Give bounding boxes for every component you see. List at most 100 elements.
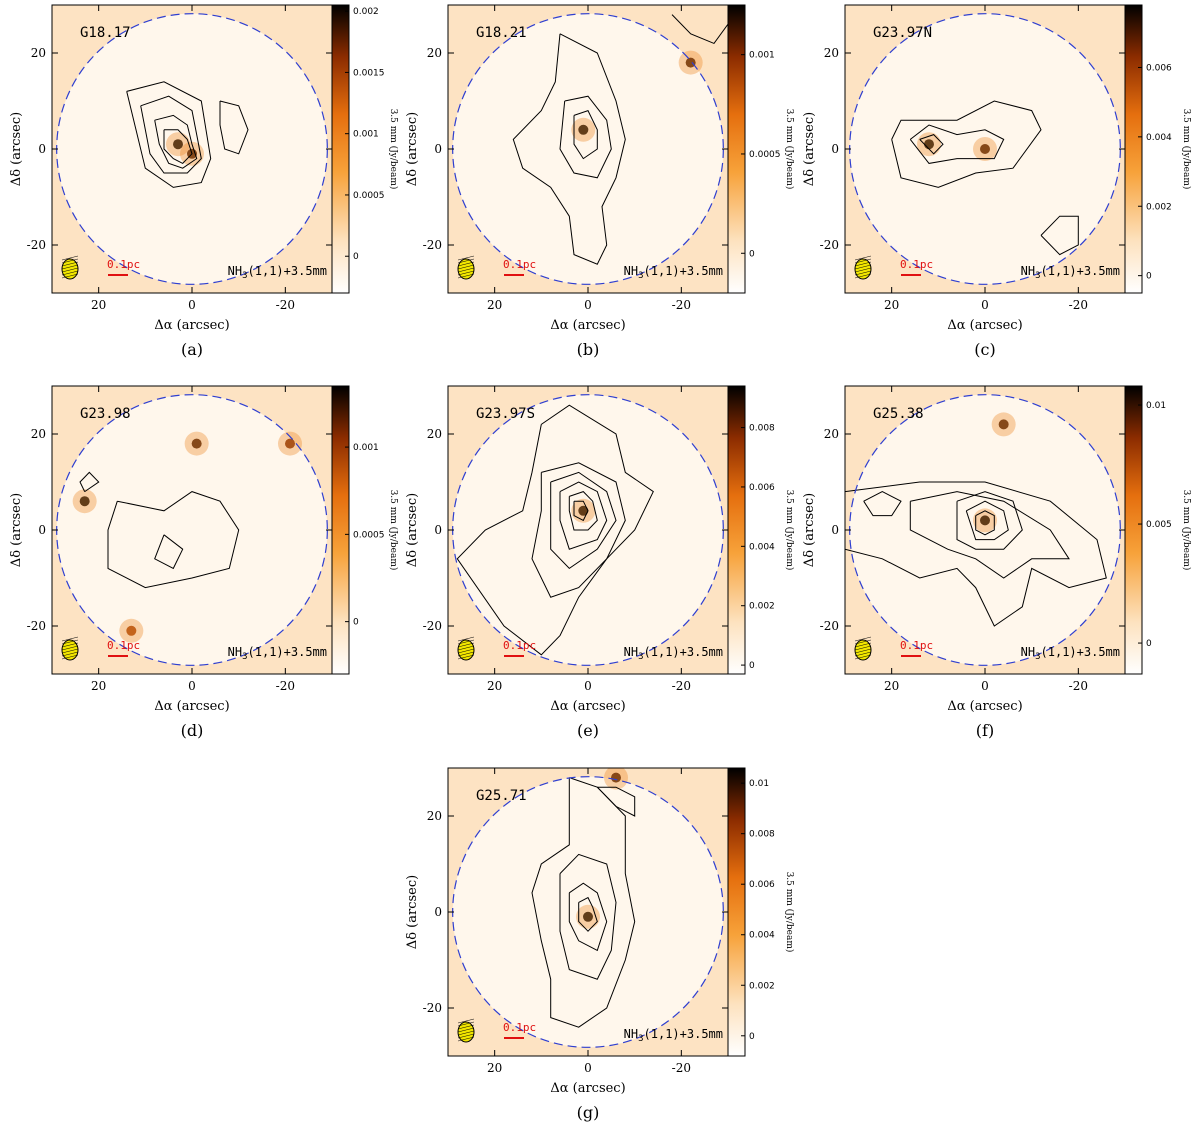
panel-6: 20 0 -20 20 0 -20 Δα (arcsec) Δδ (arcsec) G25.38…	[802, 385, 1192, 740]
emission-halo	[571, 117, 596, 142]
emission-peak	[79, 496, 90, 507]
colorbar-tick-label: 0.002	[749, 981, 775, 991]
panel-id: (d)	[181, 721, 204, 740]
y-tick-label: 20	[824, 427, 839, 441]
overlay-label: NH3(1,1)+3.5mm	[228, 264, 327, 281]
x-tick-label: 20	[487, 679, 502, 693]
beam-hatch	[854, 654, 872, 660]
nh3-contour	[126, 81, 212, 188]
y-tick-label: 20	[824, 46, 839, 60]
nh3-contour	[578, 896, 598, 932]
beam-hatch	[61, 645, 79, 651]
emission-halo	[973, 508, 997, 533]
nh3-contour	[559, 481, 608, 550]
nh3-contour	[573, 500, 589, 522]
scalebar-label: 0.1pc	[900, 639, 933, 652]
colorbar-tick-label: 0.008	[749, 424, 775, 434]
beam-hatch	[61, 258, 79, 264]
x-tick-label: 20	[487, 298, 502, 312]
colorbar	[727, 4, 746, 294]
colorbar-label: 3.5 mm (Jy/beam)	[388, 490, 399, 571]
source-name: G18.21	[476, 25, 527, 41]
emission-peak	[685, 57, 696, 68]
beam-hatch	[457, 1027, 475, 1033]
panel-1: 20 0 -20 20 0 -20 Δα (arcsec) Δδ (arcsec) G18.17…	[9, 4, 399, 359]
nh3-contour	[956, 491, 1023, 550]
beam-hatch	[854, 639, 872, 645]
beam-hatch	[61, 642, 79, 648]
scalebar-label: 0.1pc	[900, 258, 933, 271]
nh3-contour	[909, 491, 1070, 579]
x-tick-label: 20	[91, 298, 106, 312]
x-tick-label: -20	[1069, 679, 1088, 693]
x-axis-label: Δα (arcsec)	[550, 1081, 625, 1096]
nh3-contour	[154, 534, 184, 570]
scalebar-label: 0.1pc	[107, 639, 140, 652]
y-axis-label: Δδ (arcsec)	[405, 112, 420, 186]
x-axis-label: Δα (arcsec)	[947, 699, 1022, 714]
colorbar-tick-label: 0.002	[749, 602, 775, 612]
beam-hatch	[457, 258, 475, 264]
beam-hatch	[457, 264, 475, 270]
emission-peak	[980, 515, 990, 526]
y-tick-label: -20	[27, 238, 46, 252]
emission-peak	[583, 911, 593, 922]
colorbar-tick-label: 0	[749, 1032, 755, 1042]
colorbar-tick-label: 0.004	[1146, 133, 1172, 143]
y-tick-label: -20	[27, 619, 46, 633]
emission-halo	[576, 904, 600, 929]
beam-hatch	[61, 648, 79, 654]
nh3-contour	[559, 95, 612, 179]
beam-hatch	[854, 261, 872, 267]
nh3-contour	[163, 129, 193, 165]
y-tick-label: 0	[38, 523, 46, 537]
x-tick-label: 0	[584, 679, 592, 693]
y-axis-label: Δδ (arcsec)	[802, 493, 817, 567]
overlay-label: NH3(1,1)+3.5mm	[624, 645, 723, 662]
colorbar-label: 3.5 mm (Jy/beam)	[388, 109, 399, 190]
colorbar-tick-label: 0	[1146, 639, 1152, 649]
overlay-label: NH3(1,1)+3.5mm	[1021, 264, 1120, 281]
y-tick-label: 20	[31, 46, 46, 60]
panel-id: (g)	[577, 1103, 600, 1122]
scalebar-label: 0.1pc	[107, 258, 140, 271]
x-tick-label: 0	[188, 298, 196, 312]
colorbar-tick-label: 0	[353, 252, 359, 262]
beam-hatch	[457, 270, 475, 276]
colorbar-tick-label: 0.0005	[353, 191, 385, 201]
nh3-contour	[154, 114, 198, 169]
map-inner	[452, 13, 728, 285]
x-axis-label: Δα (arcsec)	[154, 318, 229, 333]
x-axis-label: Δα (arcsec)	[154, 699, 229, 714]
overlay-label: NH3(1,1)+3.5mm	[624, 1027, 723, 1044]
beam-hatch	[61, 270, 79, 276]
y-tick-label: 20	[427, 809, 442, 823]
panel-5: 20 0 -20 20 0 -20 Δα (arcsec) Δδ (arcsec) G23.97…	[405, 385, 795, 740]
nh3-contour	[573, 109, 598, 160]
beam-hatch	[61, 639, 79, 645]
colorbar-tick-label: 0.0005	[749, 150, 781, 160]
colorbar-tick-label: 0.001	[353, 130, 379, 140]
beam-hatch	[457, 648, 475, 654]
nh3-contour	[140, 95, 202, 174]
emission-halo	[278, 431, 302, 456]
beam-hatch	[457, 261, 475, 267]
beam-hatch	[61, 261, 79, 267]
map-inner	[849, 13, 1121, 285]
colorbar-tick-label: 0.002	[1146, 202, 1172, 212]
y-tick-label: 20	[427, 427, 442, 441]
y-tick-label: 0	[434, 905, 442, 919]
colorbar-tick-label: 0.005	[1146, 520, 1172, 530]
source-name: G25.38	[873, 406, 924, 422]
beam-hatch	[854, 270, 872, 276]
x-tick-label: 20	[884, 679, 899, 693]
x-tick-label: 20	[91, 679, 106, 693]
nh3-contour	[512, 33, 626, 265]
beam-hatch	[854, 273, 872, 279]
x-axis-label: Δα (arcsec)	[550, 318, 625, 333]
x-tick-label: -20	[672, 298, 691, 312]
x-tick-label: 0	[584, 1061, 592, 1075]
y-tick-label: -20	[423, 1001, 442, 1015]
nh3-contour	[909, 124, 1005, 164]
emission-peak	[578, 124, 589, 135]
